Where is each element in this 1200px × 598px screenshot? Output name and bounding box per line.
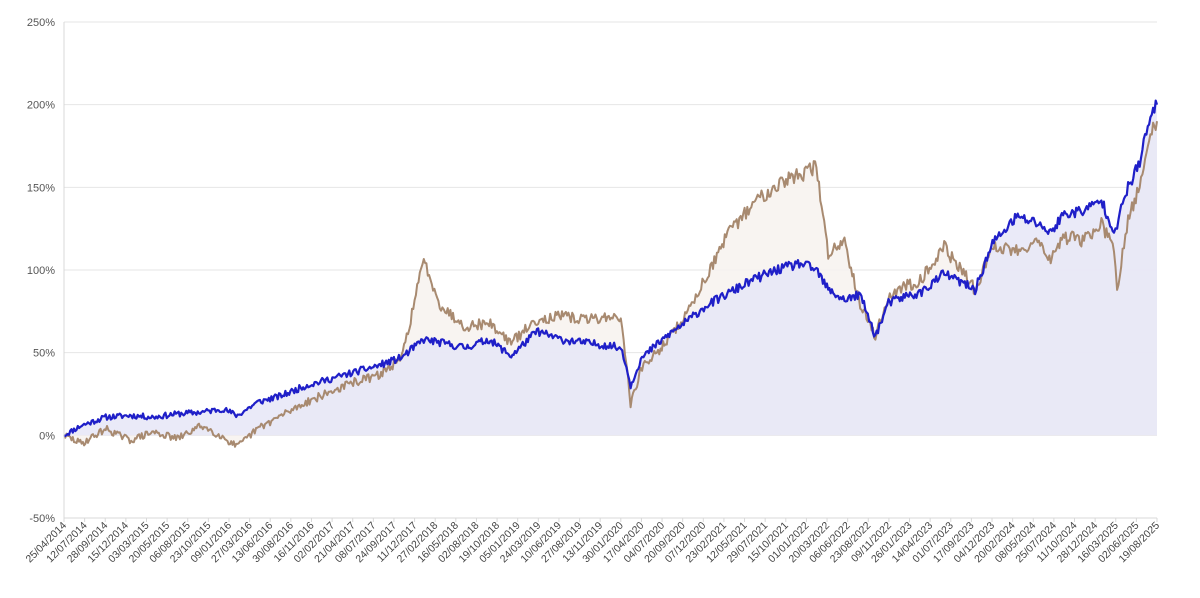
y-tick-label: 150% (27, 182, 55, 194)
series-line-b (63, 121, 1158, 448)
series-lines (63, 99, 1159, 448)
y-tick-label: 50% (33, 348, 55, 360)
series-area-a (64, 100, 1157, 436)
series-areas (64, 100, 1157, 447)
y-tick-label: 100% (27, 265, 55, 277)
axes (63, 22, 1157, 519)
y-tick-label: 200% (27, 100, 55, 112)
y-tick-label: 250% (27, 17, 55, 29)
x-axis-ticks: 25/04/201412/07/201428/09/201415/12/2014… (23, 518, 1162, 565)
y-tick-label: -50% (29, 513, 55, 525)
y-tick-label: 0% (39, 430, 55, 442)
y-axis-ticks: -50% 0% 50% 100% 150% 200% 250% (27, 17, 55, 525)
series-line-a (63, 99, 1159, 438)
